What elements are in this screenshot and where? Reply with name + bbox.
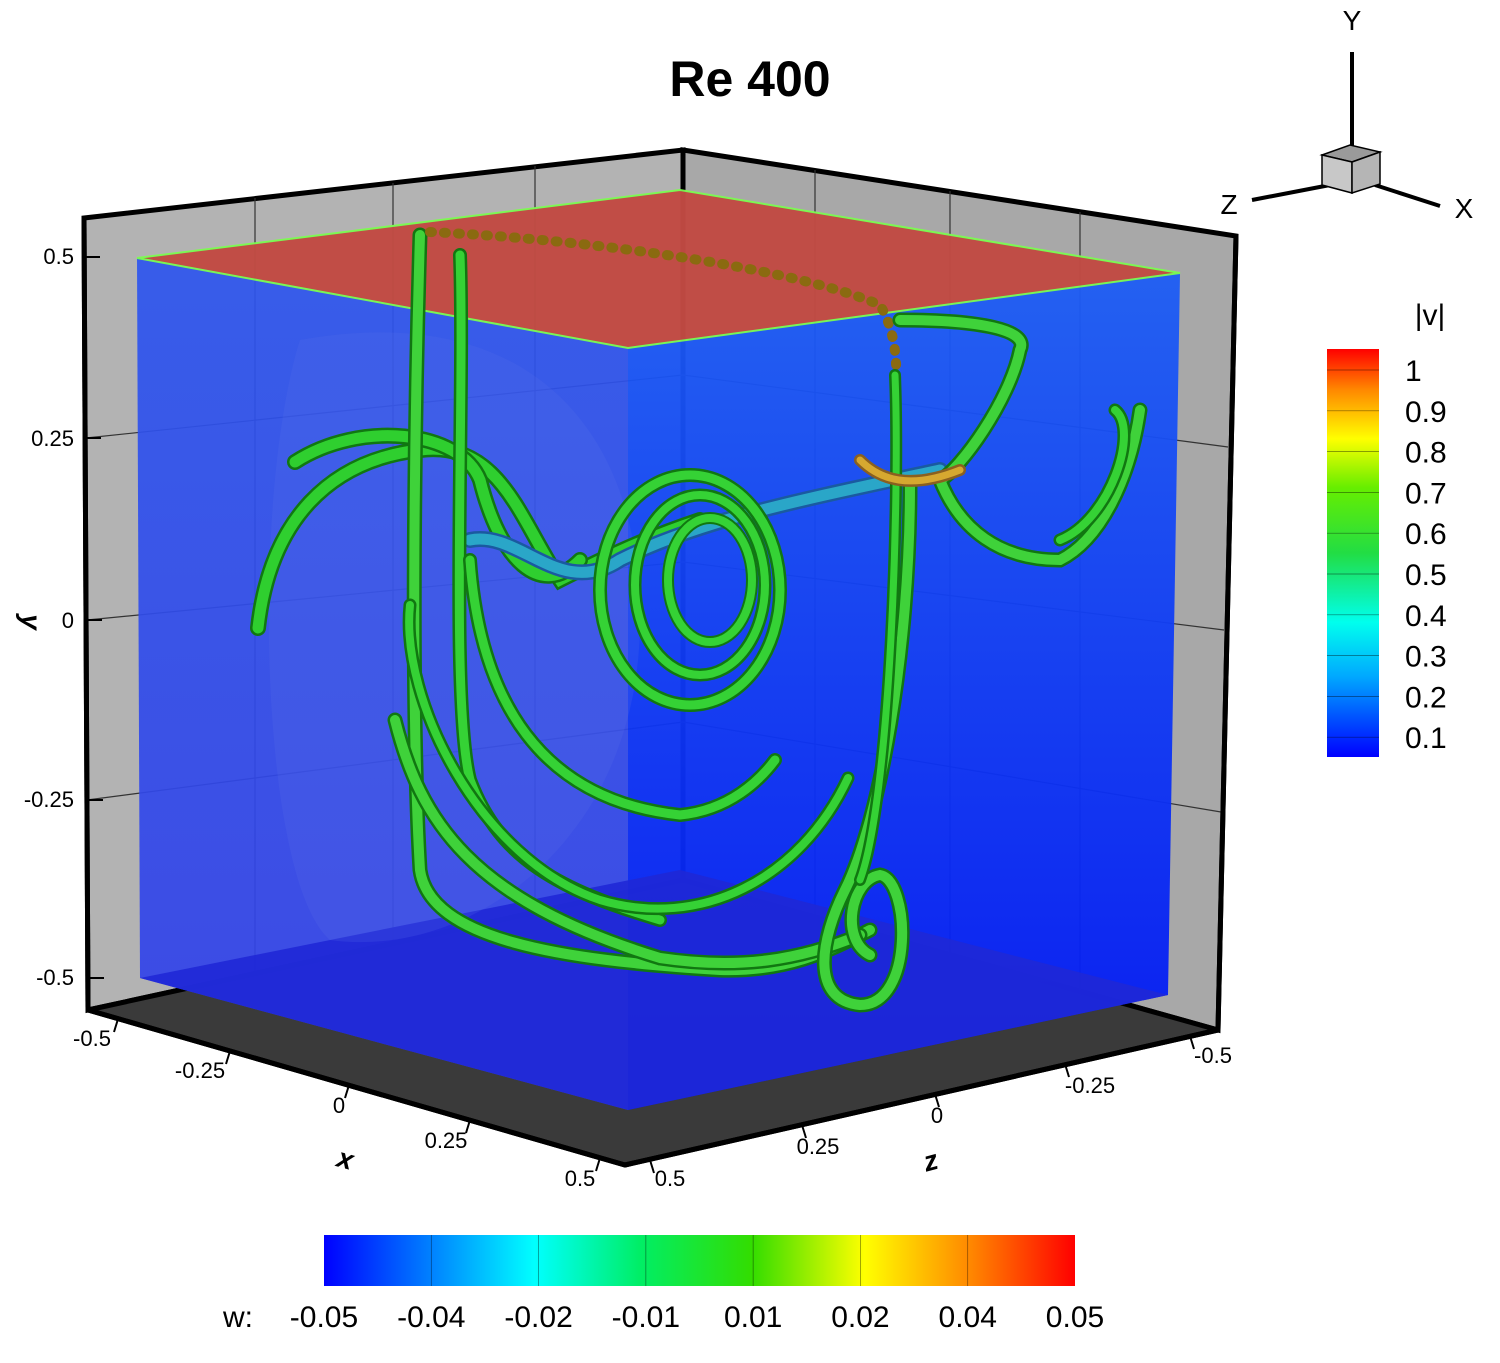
bottom-wall [140,870,1168,1110]
y-tick-label: -0.5 [36,965,74,990]
w-level-label: 0.04 [939,1301,997,1334]
orientation-triad: Y Z X [1220,5,1473,224]
vmag-level-label: 0.5 [1405,559,1447,592]
triad-y-label: Y [1343,5,1362,36]
w-level-label: 0.01 [724,1301,782,1334]
vmag-colorbar-title: |v| [1415,299,1446,332]
triad-x-label: X [1455,193,1474,224]
vmag-level-label: 0.1 [1405,722,1447,755]
z-tick-label: -0.5 [1194,1043,1232,1068]
w-colorbar-swatch [324,1235,1075,1286]
chart-title: Re 400 [669,51,831,107]
w-colorbar: w: -0.05 -0.04 -0.02 -0.01 0.01 0.02 0.04 0.05 [222,1235,1104,1334]
left-wall [137,258,628,1110]
vmag-level-label: 0.3 [1405,641,1447,674]
z-tick-label: 0.5 [655,1166,686,1191]
w-level-label: -0.05 [290,1301,358,1334]
vmag-level-label: 0.4 [1405,600,1447,633]
triad-cube [1319,144,1383,195]
z-tick-label: 0.25 [797,1134,840,1159]
triad-z-label: Z [1220,189,1237,220]
w-level-label: 0.05 [1046,1301,1104,1334]
vmag-level-label: 0.8 [1405,437,1447,470]
vmag-level-label: 1 [1405,355,1422,388]
w-level-label: -0.02 [504,1301,572,1334]
vmag-level-label: 0.6 [1405,518,1447,551]
w-colorbar-prefix: w: [222,1301,253,1334]
vmag-level-label: 0.2 [1405,681,1447,714]
streamlines [250,227,1148,1013]
vmag-level-label: 0.9 [1405,396,1447,429]
y-tick-label: -0.25 [24,787,74,812]
x-tick-label: 0 [333,1093,345,1118]
vmag-colorbar: |v| 1 0.9 0.8 0.7 0.6 0.5 0.4 0.3 0.2 0.1 [1327,299,1447,757]
x-tick-label: -0.25 [175,1058,225,1083]
vmag-level-label: 0.7 [1405,477,1447,510]
x-tick-label: 0.25 [425,1128,468,1153]
y-axis-label: y [16,612,47,631]
vmag-colorbar-swatch [1327,349,1379,757]
streamline-lid-path [425,227,902,385]
y-tick-label: 0.5 [43,244,74,269]
x-tick-label: 0.5 [565,1166,596,1191]
x-axis-label: x [332,1141,358,1176]
y-axis: 0.5 0.25 0 -0.25 -0.5 y [16,244,104,990]
x-tick-label: -0.5 [73,1026,111,1051]
w-level-label: -0.01 [612,1301,680,1334]
y-tick-label: 0.25 [31,426,74,451]
front-frame [81,217,1239,1168]
z-tick-label: 0 [931,1103,943,1128]
z-tick-label: -0.25 [1065,1073,1115,1098]
w-level-label: 0.02 [831,1301,889,1334]
z-axis-label: z [919,1144,942,1178]
w-level-label: -0.04 [397,1301,465,1334]
y-tick-label: 0 [62,608,74,633]
